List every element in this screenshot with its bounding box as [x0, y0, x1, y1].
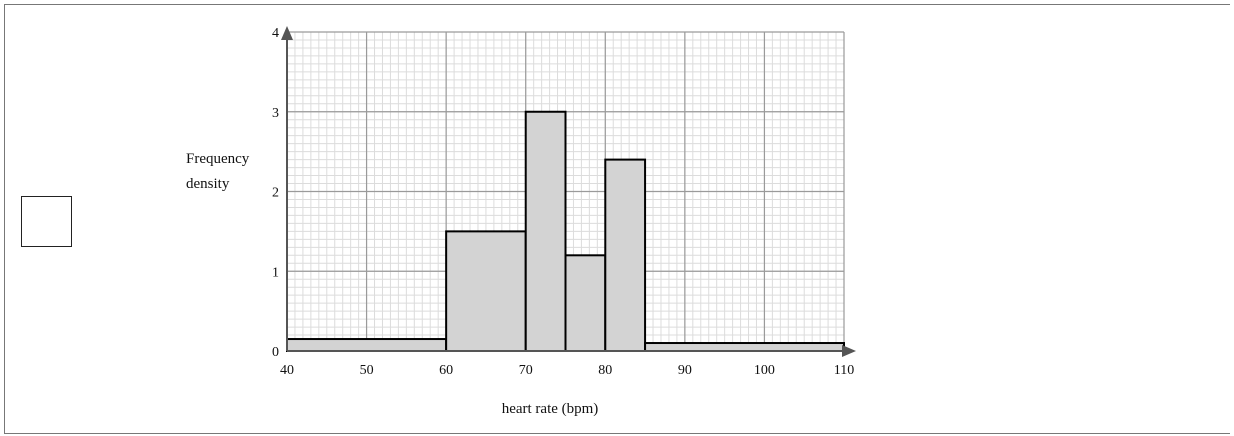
- histogram-bar-2: [445, 230, 527, 352]
- y-tick-label: 1: [272, 265, 279, 280]
- x-tick-label: 40: [280, 363, 294, 378]
- bars: [286, 110, 845, 353]
- y-tick-label: 3: [272, 106, 279, 121]
- x-tick-label: 110: [834, 363, 854, 378]
- y-tick-label: 2: [272, 186, 279, 201]
- histogram-bar-6: [644, 342, 845, 352]
- x-axis-arrow-icon: [842, 345, 856, 357]
- y-tick-label: 0: [272, 345, 279, 360]
- y-tick-label: 4: [272, 26, 279, 41]
- y-axis-arrow-icon: [281, 26, 293, 40]
- histogram-bar-4: [564, 254, 607, 352]
- tick-labels: 40 50 60 70 80 90 100 110 0 1 2 3 4: [272, 26, 854, 378]
- x-axis-label: heart rate (bpm): [502, 401, 599, 417]
- histogram-bar-3: [524, 110, 567, 352]
- x-tick-label: 50: [360, 363, 374, 378]
- x-tick-label: 80: [598, 363, 612, 378]
- question-frame: [4, 4, 1230, 434]
- x-tick-label: 60: [439, 363, 453, 378]
- axes: [281, 26, 856, 357]
- x-tick-label: 90: [678, 363, 692, 378]
- y-axis-label-line-2: density: [186, 176, 230, 192]
- x-tick-label: 100: [754, 363, 775, 378]
- histogram-bar-5: [604, 158, 647, 352]
- answer-box[interactable]: [21, 196, 72, 247]
- y-axis-label-line-1: Frequency: [186, 151, 250, 167]
- x-tick-label: 70: [519, 363, 533, 378]
- histogram-bar-1: [286, 338, 448, 353]
